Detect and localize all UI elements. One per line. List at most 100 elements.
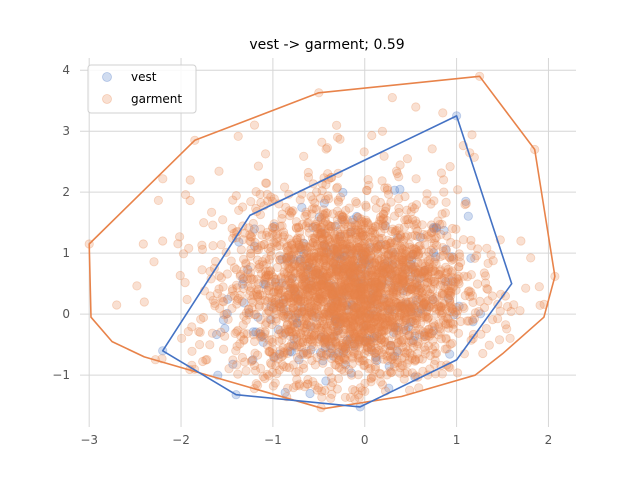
data-point xyxy=(461,196,471,206)
data-point xyxy=(299,248,309,259)
data-point xyxy=(246,356,256,366)
data-point xyxy=(402,215,412,225)
data-point xyxy=(434,270,444,280)
data-point xyxy=(279,267,289,277)
data-point xyxy=(404,303,414,313)
data-point xyxy=(348,384,358,395)
data-point xyxy=(364,260,374,270)
data-point xyxy=(431,223,442,233)
data-point xyxy=(338,342,348,352)
data-point xyxy=(353,350,363,360)
data-point xyxy=(237,352,247,363)
data-point xyxy=(353,288,364,298)
data-point xyxy=(412,231,422,241)
data-point xyxy=(382,241,392,251)
data-point xyxy=(310,198,320,208)
data-point xyxy=(330,261,340,271)
data-point xyxy=(286,282,297,292)
data-point xyxy=(419,266,429,276)
data-point xyxy=(393,282,403,292)
data-point xyxy=(430,234,440,244)
data-point xyxy=(471,251,482,261)
data-point xyxy=(216,240,226,250)
data-point xyxy=(235,290,245,301)
data-point xyxy=(407,231,417,241)
data-point xyxy=(351,261,361,271)
data-point xyxy=(397,303,408,313)
data-point xyxy=(470,253,480,263)
data-point xyxy=(304,258,314,268)
data-point xyxy=(286,250,296,260)
data-point xyxy=(313,252,323,262)
data-point xyxy=(312,280,323,290)
data-point xyxy=(401,282,412,292)
data-point xyxy=(309,291,319,301)
data-point xyxy=(278,311,288,321)
data-point xyxy=(339,311,349,321)
data-point xyxy=(270,274,280,285)
data-point xyxy=(287,347,297,357)
tick-labels: −3 −2 −1 0 1 2 −1 0 1 2 3 4 xyxy=(52,63,552,447)
data-point xyxy=(437,219,447,229)
data-point xyxy=(332,304,342,314)
data-point xyxy=(390,282,400,292)
data-point xyxy=(372,240,383,250)
data-point xyxy=(368,286,378,296)
data-point xyxy=(346,290,356,300)
data-point xyxy=(353,302,363,312)
data-point xyxy=(337,251,347,261)
data-point xyxy=(370,279,380,289)
data-point xyxy=(379,261,389,271)
data-point xyxy=(357,278,367,289)
data-point xyxy=(394,278,404,288)
data-point xyxy=(304,276,314,287)
data-point xyxy=(365,325,375,335)
data-point xyxy=(342,300,352,310)
data-point xyxy=(403,297,413,307)
data-point xyxy=(309,233,319,243)
data-point xyxy=(331,314,341,324)
data-point xyxy=(311,304,322,314)
data-point xyxy=(422,331,433,341)
data-point xyxy=(264,371,274,381)
data-point xyxy=(333,197,344,207)
data-point xyxy=(381,240,391,250)
data-point xyxy=(405,317,415,327)
data-point xyxy=(336,318,346,329)
data-point xyxy=(350,314,360,324)
data-point xyxy=(361,308,371,318)
data-point xyxy=(296,244,306,254)
data-point xyxy=(365,251,376,261)
data-point xyxy=(349,341,359,351)
data-point xyxy=(362,307,373,317)
data-point xyxy=(286,339,297,349)
data-point xyxy=(438,281,449,291)
data-point xyxy=(255,262,265,272)
data-point xyxy=(178,249,189,259)
data-point xyxy=(431,252,441,262)
data-point xyxy=(420,349,430,359)
data-point xyxy=(430,254,440,264)
data-point xyxy=(331,285,342,295)
data-point xyxy=(429,196,439,206)
data-point xyxy=(289,296,299,306)
data-point xyxy=(354,334,364,345)
data-point xyxy=(265,346,275,356)
data-point xyxy=(266,315,276,325)
data-point xyxy=(297,306,307,317)
data-point xyxy=(372,314,382,324)
data-point xyxy=(387,316,397,326)
data-point xyxy=(342,244,352,254)
data-point xyxy=(289,334,299,344)
data-point xyxy=(330,246,341,256)
data-point xyxy=(258,337,268,347)
data-point xyxy=(293,296,303,306)
data-point xyxy=(413,281,423,291)
data-point xyxy=(393,232,403,242)
data-point xyxy=(388,260,398,270)
data-point xyxy=(207,328,217,338)
data-point xyxy=(358,257,368,268)
data-point xyxy=(295,320,305,331)
data-point xyxy=(208,295,218,305)
data-point xyxy=(333,341,343,351)
